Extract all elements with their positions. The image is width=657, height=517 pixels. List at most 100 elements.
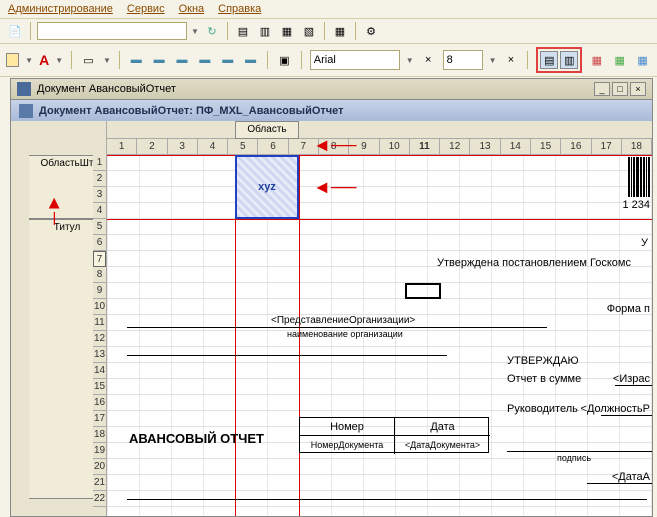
- search-dropdown[interactable]: ▼: [191, 27, 199, 36]
- row-header-6[interactable]: 6: [93, 235, 106, 251]
- row-header-8[interactable]: 8: [93, 267, 106, 283]
- border-dropdown[interactable]: ▼: [103, 56, 111, 65]
- col-header-14[interactable]: 14: [501, 139, 531, 154]
- col-header-15[interactable]: 15: [531, 139, 561, 154]
- merge-2[interactable]: ▬: [151, 51, 168, 69]
- sign: подпись: [557, 453, 591, 463]
- approved-text: Утверждена постановлением Госкомс: [437, 257, 631, 269]
- col-header-5[interactable]: 5: [228, 139, 258, 154]
- row-header-17[interactable]: 17: [93, 411, 106, 427]
- col-header-2[interactable]: 2: [137, 139, 167, 154]
- selected-cell[interactable]: xyz: [235, 155, 299, 219]
- merge-6[interactable]: ▬: [242, 51, 259, 69]
- color-bg-button[interactable]: [6, 53, 19, 67]
- size-select[interactable]: [443, 50, 483, 70]
- num-date-table: Номер Дата НомерДокумента <ДатаДокумента…: [299, 417, 489, 453]
- row-header-14[interactable]: 14: [93, 363, 106, 379]
- section-v-button[interactable]: ▥: [560, 51, 578, 69]
- row-header-19[interactable]: 19: [93, 443, 106, 459]
- menu-admin[interactable]: Администрирование: [8, 3, 113, 15]
- row-header-4[interactable]: 4: [93, 203, 106, 219]
- row-header-1[interactable]: 1: [93, 155, 106, 171]
- row-header-21[interactable]: 21: [93, 475, 106, 491]
- row-header-9[interactable]: 9: [93, 283, 106, 299]
- align-button-1[interactable]: ▤: [234, 22, 252, 40]
- font-select[interactable]: [310, 50, 400, 70]
- row-header-7[interactable]: 7: [93, 251, 106, 267]
- row-header-10[interactable]: 10: [93, 299, 106, 315]
- fontcolor-dropdown[interactable]: ▼: [55, 56, 63, 65]
- tab-title: Документ АвансовыйОтчет: [37, 83, 176, 95]
- toolbar-main: 📄 ▼ ↻ ▤ ▥ ▦ ▧ ▦ ⚙: [0, 19, 657, 44]
- extra-2[interactable]: ▦: [611, 51, 628, 69]
- col-header-10[interactable]: 10: [380, 139, 410, 154]
- grid-button[interactable]: ▦: [331, 22, 349, 40]
- close-button[interactable]: ×: [630, 82, 646, 96]
- row-header-15[interactable]: 15: [93, 379, 106, 395]
- font-dropdown[interactable]: ▼: [406, 56, 414, 65]
- row-header-13[interactable]: 13: [93, 347, 106, 363]
- row-header-11[interactable]: 11: [93, 315, 106, 331]
- menu-windows[interactable]: Окна: [179, 3, 205, 15]
- merge-5[interactable]: ▬: [219, 51, 236, 69]
- align-button-3[interactable]: ▦: [278, 22, 296, 40]
- align-button-2[interactable]: ▥: [256, 22, 274, 40]
- barcode: [628, 157, 650, 197]
- row-header-22[interactable]: 22: [93, 491, 106, 507]
- minimize-button[interactable]: _: [594, 82, 610, 96]
- col-header-13[interactable]: 13: [470, 139, 500, 154]
- spreadsheet[interactable]: Область ОбластьШт Титул 1234567891011121…: [11, 121, 652, 516]
- ruk: Руководитель: [507, 403, 578, 415]
- col-header-16[interactable]: 16: [561, 139, 591, 154]
- row-header-18[interactable]: 18: [93, 427, 106, 443]
- arrow-left: ◄─: [44, 194, 65, 225]
- col-header-12[interactable]: 12: [440, 139, 470, 154]
- col-header-6[interactable]: 6: [258, 139, 288, 154]
- refresh-button[interactable]: ↻: [203, 22, 221, 40]
- col-header-3[interactable]: 3: [168, 139, 198, 154]
- org-name: наименование организации: [287, 329, 403, 339]
- extra-3[interactable]: ▦: [634, 51, 651, 69]
- document-titlebar: Документ АвансовыйОтчет: ПФ_MXL_Авансовы…: [11, 100, 652, 122]
- font-clear[interactable]: ×: [420, 51, 437, 69]
- grid[interactable]: ◄── ◄── ◄─ xyz 1 234 У Утверждена постан…: [107, 155, 652, 516]
- row-header-3[interactable]: 3: [93, 187, 106, 203]
- row-header-2[interactable]: 2: [93, 171, 106, 187]
- section-h-button[interactable]: ▤: [540, 51, 558, 69]
- col-header-4[interactable]: 4: [198, 139, 228, 154]
- size-dropdown[interactable]: ▼: [489, 56, 497, 65]
- new-button[interactable]: 📄: [6, 22, 24, 40]
- extra-1[interactable]: ▦: [588, 51, 605, 69]
- black-box: [405, 283, 441, 299]
- row-header-12[interactable]: 12: [93, 331, 106, 347]
- maximize-button[interactable]: □: [612, 82, 628, 96]
- merge-4[interactable]: ▬: [196, 51, 213, 69]
- col-header-11[interactable]: 11: [410, 139, 440, 154]
- col-header-18[interactable]: 18: [622, 139, 652, 154]
- col-header-17[interactable]: 17: [592, 139, 622, 154]
- group-button[interactable]: ▣: [276, 51, 293, 69]
- row-header-16[interactable]: 16: [93, 395, 106, 411]
- merge-1[interactable]: ▬: [128, 51, 145, 69]
- menu-help[interactable]: Справка: [218, 3, 261, 15]
- org-rep: <ПредставлениеОрганизации>: [271, 315, 415, 326]
- row-header-5[interactable]: 5: [93, 219, 106, 235]
- area-labels-top: Область: [107, 121, 652, 139]
- font-color-button[interactable]: A: [39, 52, 49, 68]
- align-button-4[interactable]: ▧: [300, 22, 318, 40]
- doc-title-text: Документ АвансовыйОтчет: ПФ_MXL_Авансовы…: [39, 105, 344, 117]
- settings-button[interactable]: ⚙: [362, 22, 380, 40]
- bg-dropdown[interactable]: ▼: [25, 56, 33, 65]
- size-clear[interactable]: ×: [503, 51, 520, 69]
- letter-u: У: [641, 237, 648, 249]
- menu-service[interactable]: Сервис: [127, 3, 165, 15]
- area-top-oblast[interactable]: Область: [235, 121, 299, 139]
- menubar: Администрирование Сервис Окна Справка: [0, 0, 657, 19]
- col-header-1[interactable]: 1: [107, 139, 137, 154]
- toolbar-format: ▼ A ▼ ▭ ▼ ▬ ▬ ▬ ▬ ▬ ▬ ▣ ▼ × ▼ × ▤ ▥ ▦ ▦ …: [0, 44, 657, 77]
- search-input[interactable]: [37, 22, 187, 40]
- barcode-number: 1 234: [622, 199, 650, 211]
- merge-3[interactable]: ▬: [174, 51, 191, 69]
- border-button[interactable]: ▭: [80, 51, 97, 69]
- row-header-20[interactable]: 20: [93, 459, 106, 475]
